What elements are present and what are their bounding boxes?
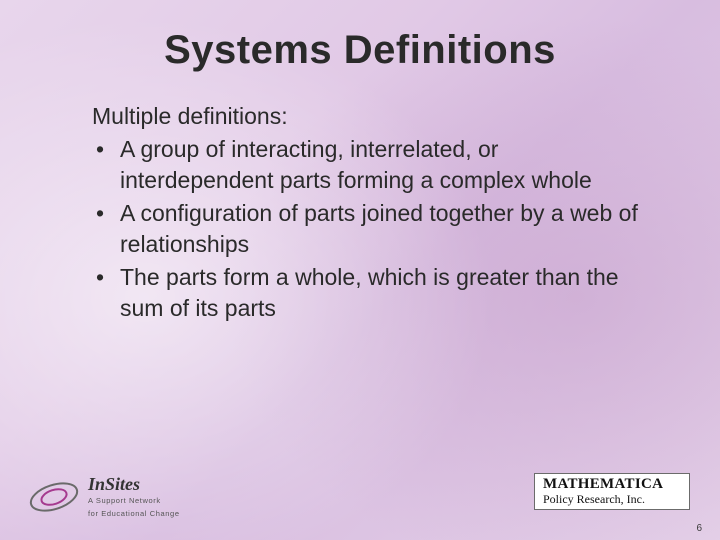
list-item: A group of interacting, interrelated, or… <box>116 134 648 196</box>
mathematica-logo: MATHEMATICA Policy Research, Inc. <box>534 473 690 510</box>
insites-mark-icon <box>28 477 80 517</box>
insites-name: InSites <box>88 475 180 493</box>
bullet-list: A group of interacting, interrelated, or… <box>92 134 648 324</box>
slide-title: Systems Definitions <box>0 0 720 73</box>
mathematica-subline: Policy Research, Inc. <box>543 493 681 506</box>
intro-line: Multiple definitions: <box>92 101 648 132</box>
list-item: The parts form a whole, which is greater… <box>116 262 648 324</box>
insites-tagline-1: A Support Network <box>88 496 180 505</box>
page-number: 6 <box>696 523 702 534</box>
footer: InSites A Support Network for Educationa… <box>0 458 720 540</box>
insites-tagline-2: for Educational Change <box>88 509 180 518</box>
insites-logo: InSites A Support Network for Educationa… <box>28 475 180 518</box>
list-item: A configuration of parts joined together… <box>116 198 648 260</box>
slide-body: Multiple definitions: A group of interac… <box>0 73 720 324</box>
mathematica-name: MATHEMATICA <box>543 477 681 492</box>
